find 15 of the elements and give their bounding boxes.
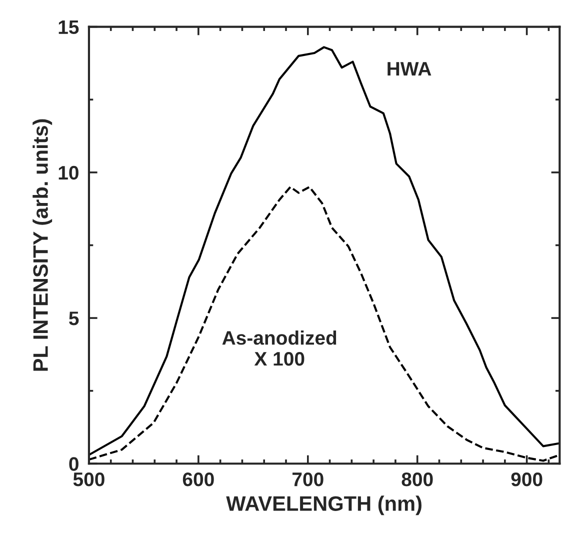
line-series [88,46,560,456]
line-series [88,186,560,462]
x-tick-label: 600 [182,472,214,486]
x-tick-label: 800 [402,472,433,486]
y-tick-label: 0 [69,457,78,471]
annotation: HWA [388,62,432,76]
annotation: As-anodized X 100 [222,330,336,366]
x-tick-label: 700 [292,472,324,486]
y-tick-label: 10 [58,166,78,180]
x-tick-label: 900 [511,472,542,486]
x-axis-title: WAVELENGTH (nm) [226,496,422,516]
y-tick-label: 5 [69,312,79,326]
y-tick-label: 15 [58,20,79,34]
y-axis-title: PL INTENSITY (arb. units) [32,119,52,371]
x-tick-label: 500 [73,472,104,486]
